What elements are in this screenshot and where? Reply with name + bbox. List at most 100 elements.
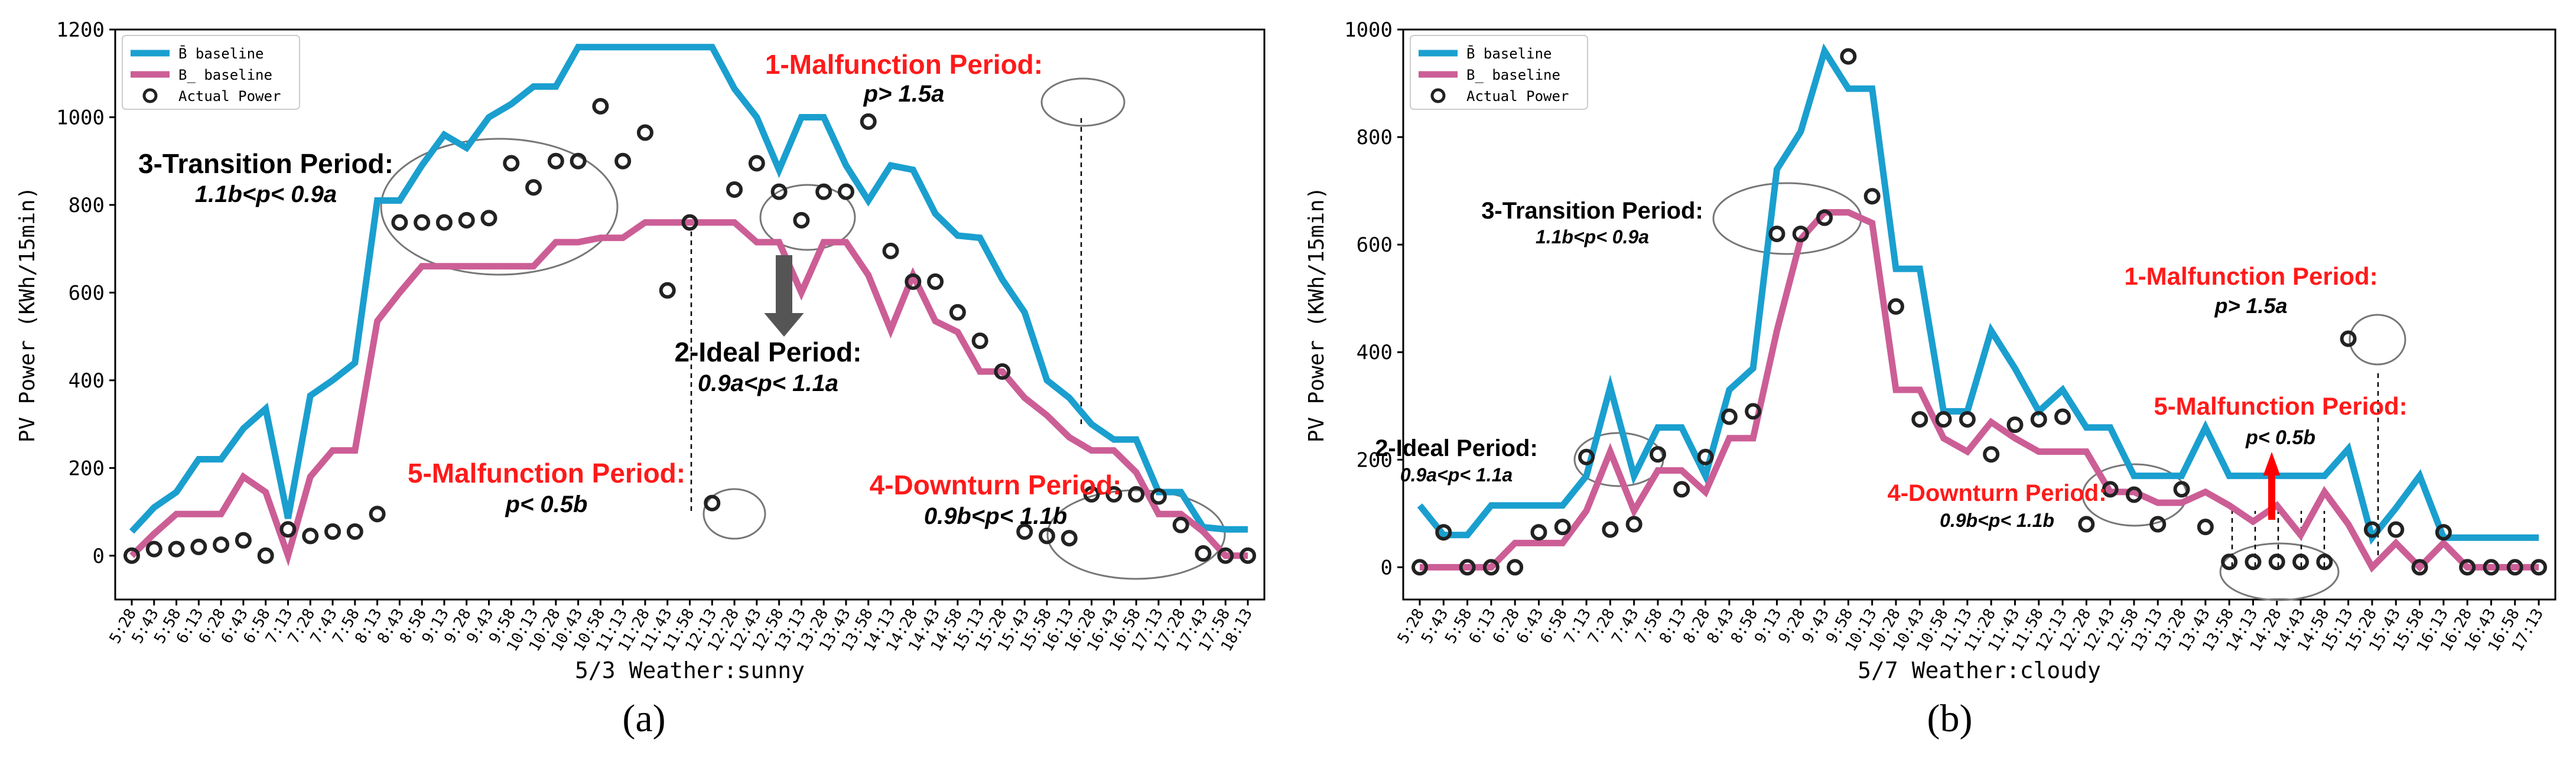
actual-power-point: [369, 506, 386, 523]
actual-power-point: [1983, 446, 2000, 463]
actual-power-point: [1016, 523, 1033, 540]
actual-power-point: [681, 214, 698, 231]
period-ellipse: [2349, 314, 2406, 366]
y-tick-label: 600: [69, 281, 105, 305]
actual-power-point: [2245, 553, 2262, 571]
actual-power-point: [1128, 486, 1145, 503]
period-ellipse: [2219, 542, 2340, 601]
actual-power-point: [1578, 448, 1595, 465]
legend-entry: Actual Power: [178, 88, 281, 105]
actual-power-point: [1959, 411, 1976, 428]
period-annotation: 0.9a<p< 1.1a: [1400, 464, 1513, 486]
y-tick-label: 600: [1357, 233, 1393, 257]
actual-power-point: [2173, 481, 2190, 498]
actual-power-point: [1083, 486, 1100, 503]
period-annotation: 4-Downturn Period:: [1887, 480, 2106, 506]
actual-power-point: [793, 211, 810, 229]
actual-power-point: [1935, 411, 1952, 428]
actual-power-point: [2435, 524, 2452, 541]
period-ellipse: [759, 184, 856, 251]
actual-power-point: [770, 183, 788, 200]
actual-power-point: [592, 97, 609, 115]
period-annotation: 1-Malfunction Period:: [765, 49, 1043, 80]
period-annotation: 5-Malfunction Period:: [2154, 392, 2407, 420]
period-annotation: 5-Malfunction Period:: [408, 458, 685, 488]
actual-power-point: [570, 152, 587, 170]
actual-power-point: [2531, 559, 2547, 576]
y-axis-label: PV Power (KWh/15min): [15, 187, 40, 442]
actual-power-point: [213, 536, 230, 553]
lower-baseline-line: [1420, 209, 2539, 573]
legend-entry: Actual Power: [1466, 88, 1569, 105]
actual-power-point: [1887, 298, 1904, 315]
y-tick-label: 1000: [1344, 18, 1393, 42]
actual-power-point: [1649, 446, 1666, 463]
actual-power-point: [1625, 516, 1642, 533]
actual-power-point: [503, 155, 520, 172]
period-ellipse: [380, 138, 619, 276]
actual-power-point: [1768, 225, 1785, 242]
period-annotation: 0.9b<p< 1.1b: [924, 503, 1067, 529]
panel-label: (a): [622, 697, 665, 740]
actual-power-point: [2340, 330, 2357, 347]
actual-power-point: [257, 547, 274, 564]
actual-power-point: [1530, 524, 1547, 541]
period-annotation: 4-Downturn Period:: [870, 470, 1122, 500]
period-annotation: 1.1b<p< 0.9a: [195, 181, 337, 207]
lower-baseline-line: [129, 219, 1248, 567]
actual-power-point: [636, 124, 653, 141]
period-annotation: p> 1.5a: [863, 81, 945, 107]
actual-power-point: [235, 532, 252, 549]
actual-power-point: [302, 527, 319, 545]
actual-power-point: [614, 152, 632, 170]
actual-power-point: [1038, 527, 1055, 545]
actual-power-point: [2292, 553, 2310, 571]
actual-power-point: [726, 181, 743, 198]
y-tick-label: 400: [1357, 341, 1393, 364]
period-annotation: 3-Transition Period:: [1481, 198, 1703, 224]
actual-power-point: [704, 494, 721, 512]
y-tick-label: 0: [93, 545, 105, 568]
actual-power-point: [815, 183, 832, 200]
actual-power-point: [748, 155, 765, 172]
actual-power-point: [1697, 448, 1714, 465]
actual-power-point: [1816, 209, 1833, 226]
actual-power-point: [547, 152, 564, 170]
actual-power-point: [2006, 416, 2024, 434]
period-annotation: p> 1.5a: [2214, 294, 2287, 318]
actual-power-point: [994, 363, 1011, 380]
actual-power-point: [860, 113, 877, 130]
actual-power-point: [1411, 559, 1428, 576]
period-annotation: 3-Transition Period:: [138, 148, 393, 179]
actual-power-point: [659, 282, 676, 299]
actual-power-point: [837, 183, 854, 200]
actual-power-point: [1507, 559, 1524, 576]
actual-power-point: [949, 304, 966, 321]
actual-power-point: [458, 211, 475, 229]
panel-label: (b): [1927, 697, 1973, 740]
legend-marker: [142, 88, 158, 103]
actual-power-point: [1240, 547, 1256, 564]
x-axis-label: 5/7 Weather:cloudy: [1858, 657, 2101, 683]
panel-b: 020040060080010005:285:435:586:136:286:4…: [1305, 18, 2557, 740]
actual-power-point: [435, 214, 453, 231]
y-tick-label: 1000: [56, 106, 105, 129]
actual-power-point: [1673, 481, 1690, 498]
period-ellipse: [1046, 489, 1226, 580]
actual-power-point: [279, 521, 297, 538]
actual-power-point: [1061, 530, 1078, 547]
legend-entry: B̄ baseline: [1466, 45, 1552, 62]
y-tick-label: 800: [1357, 126, 1393, 149]
y-tick-label: 800: [69, 194, 105, 217]
period-annotation: 1-Malfunction Period:: [2124, 262, 2377, 290]
actual-power-point: [168, 540, 185, 558]
actual-power-point: [480, 210, 497, 227]
y-tick-label: 1200: [56, 18, 105, 42]
period-ellipse: [1712, 182, 1862, 255]
trend-arrow-head: [2263, 452, 2281, 475]
actual-power-point: [927, 273, 944, 290]
actual-power-point: [1217, 547, 1234, 564]
actual-power-point: [2411, 559, 2428, 576]
legend-entry: B̄ baseline: [178, 45, 264, 62]
